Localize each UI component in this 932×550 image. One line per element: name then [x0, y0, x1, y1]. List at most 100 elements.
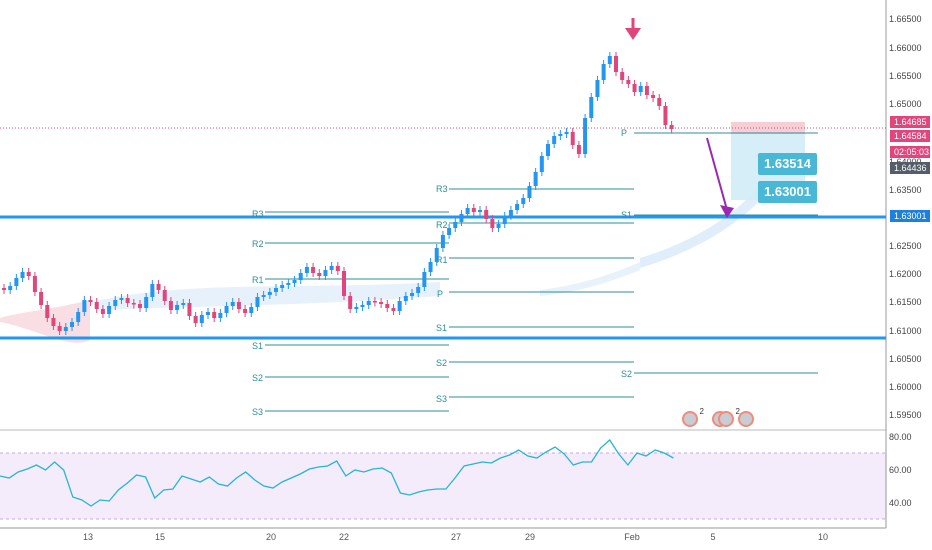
candle-body — [478, 210, 482, 212]
candle-body — [230, 302, 235, 306]
candle-body — [39, 292, 44, 305]
candle-body — [20, 272, 25, 278]
candle-body — [372, 301, 377, 303]
candle-body — [131, 303, 136, 305]
candle-body — [657, 98, 662, 106]
date-tick: 5 — [710, 532, 716, 542]
candle-body — [8, 286, 13, 290]
candle-body — [329, 266, 334, 270]
candle-body — [521, 198, 526, 204]
callout-target-1[interactable]: 1.63514 — [758, 153, 817, 175]
price-tick: 1.60000 — [889, 382, 922, 392]
candle-body — [663, 106, 668, 125]
candle-body — [51, 318, 56, 326]
candle-body — [168, 301, 173, 310]
price-tick: 1.61000 — [889, 326, 922, 336]
candle-body — [249, 307, 254, 313]
price-tag-low: 1.64436 — [890, 162, 930, 174]
pivot-label: P — [437, 289, 444, 299]
date-tick: 27 — [450, 532, 462, 542]
date-tick: 13 — [82, 532, 94, 542]
price-tick: 1.66500 — [889, 14, 922, 24]
candle-body — [119, 298, 124, 300]
projection-arrow — [706, 137, 728, 211]
candle-body — [348, 296, 353, 309]
event-badge-icon[interactable]: 2 — [682, 407, 704, 427]
candle-body — [206, 312, 210, 315]
down-arrow-icon — [625, 28, 641, 40]
pivot-label: S2 — [621, 369, 633, 379]
candle-body — [218, 313, 223, 318]
candle-body — [601, 64, 606, 80]
candle-body — [94, 302, 99, 309]
candle-body — [533, 172, 538, 186]
candle-body — [360, 305, 365, 307]
candle-body — [63, 327, 68, 331]
candle-body — [607, 56, 612, 64]
candle-body — [490, 219, 495, 228]
cloud-bullish-future — [640, 185, 760, 268]
candle-body — [416, 287, 421, 293]
candle-body — [422, 272, 427, 287]
candle-body — [267, 292, 272, 295]
candle-body — [193, 316, 198, 323]
candle-body — [391, 308, 396, 311]
candle-body — [403, 296, 408, 301]
candle-body — [138, 304, 142, 308]
price-tag-last: 1.64584 — [890, 130, 930, 142]
event-count: 2 — [699, 407, 704, 416]
candle-body — [570, 132, 575, 145]
candle-body — [385, 304, 390, 308]
candle-body — [651, 95, 656, 98]
event-badge-icon[interactable]: 2 — [718, 407, 740, 427]
candle-body — [669, 125, 674, 129]
candle-body — [527, 186, 532, 198]
callout-target-2[interactable]: 1.63001 — [758, 181, 817, 203]
candle-body — [638, 86, 643, 92]
candle-body — [626, 80, 631, 84]
candle-body — [354, 307, 359, 309]
candle-body — [57, 326, 62, 331]
price-tick: 1.65500 — [889, 71, 922, 81]
candle-body — [614, 56, 618, 72]
candle-body — [496, 224, 501, 228]
candle-body — [2, 288, 6, 290]
candle-body — [26, 272, 31, 276]
candle-body — [410, 293, 414, 296]
candle-body — [459, 214, 464, 222]
candle-body — [366, 301, 371, 305]
rsi-tick: 60.00 — [889, 465, 912, 475]
candle-body — [311, 267, 316, 273]
rsi-tick: 40.00 — [889, 498, 912, 508]
candle-body — [175, 305, 180, 310]
candle-body — [323, 270, 328, 276]
price-tick: 1.65000 — [889, 99, 922, 109]
candle-body — [552, 136, 557, 144]
pivot-label: S1 — [436, 323, 448, 333]
candle-body — [546, 144, 550, 156]
candle-body — [583, 118, 588, 154]
candle-body — [107, 306, 112, 314]
candle-body — [292, 280, 297, 283]
pivot-label: R3 — [436, 184, 448, 194]
rsi-band — [0, 453, 886, 519]
candle-body — [576, 145, 581, 154]
candle-body — [243, 309, 248, 313]
price-tick: 1.60500 — [889, 354, 922, 364]
price-tick: 1.59500 — [889, 410, 922, 420]
date-tick: 15 — [154, 532, 166, 542]
pivot-label: R1 — [436, 255, 448, 265]
cloud-bearish — [0, 300, 90, 343]
price-tag-level: 1.63001 — [890, 210, 930, 222]
event-badge-icon[interactable] — [738, 411, 754, 427]
date-tick: 29 — [524, 532, 536, 542]
candle-body — [447, 228, 452, 235]
candle-body — [502, 216, 507, 224]
candle-body — [187, 303, 192, 316]
candle-body — [508, 210, 513, 216]
candle-body — [620, 72, 625, 80]
candle-body — [261, 295, 266, 297]
candle-body — [199, 315, 204, 323]
price-tick: 1.62500 — [889, 241, 922, 251]
